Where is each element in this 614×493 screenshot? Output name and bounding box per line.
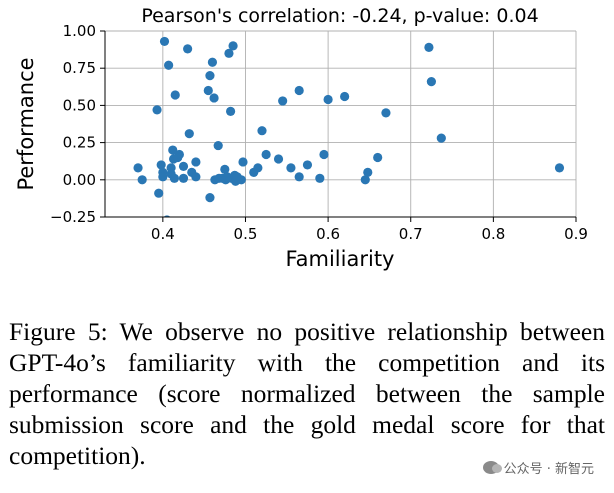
x-tick-label-0: 0.4 [151,225,175,243]
data-point-24 [191,172,201,182]
data-points [133,36,565,217]
data-point-9 [164,60,174,70]
x-tick-label-1: 0.5 [234,225,258,243]
data-point-62 [373,152,383,163]
data-point-14 [169,173,180,183]
data-point-23 [191,157,201,167]
y-tick-label-2: 0.25 [63,134,96,152]
data-point-26 [205,71,215,81]
data-point-58 [323,94,333,105]
data-point-59 [340,91,350,102]
data-point-55 [302,160,313,170]
data-point-1 [137,175,147,185]
data-point-27 [205,193,215,203]
data-point-54 [294,85,304,96]
data-point-20 [183,44,193,54]
data-point-4 [156,160,166,170]
data-point-64 [424,42,434,52]
data-point-38 [226,106,236,116]
y-tick-label-0: −0.25 [50,208,96,226]
data-point-37 [224,48,234,58]
data-point-47 [253,163,263,173]
data-point-61 [363,167,373,177]
grid [105,30,577,218]
data-point-40 [228,41,238,51]
data-point-60 [360,175,370,185]
x-tick-label-4: 0.8 [481,225,505,243]
x-tick-label-2: 0.6 [316,225,340,243]
data-point-52 [286,163,296,173]
data-point-31 [213,140,223,151]
data-point-15 [170,90,180,100]
watermark-text: 公众号 · 新智元 [503,462,594,477]
data-point-57 [319,149,329,160]
data-point-17 [174,149,184,160]
data-point-12 [168,145,178,155]
data-point-56 [315,173,325,183]
y-tick-label-3: 0.50 [63,96,96,114]
data-point-19 [178,161,189,172]
data-point-48 [257,126,267,136]
y-tick-label-5: 1.00 [63,22,96,40]
data-point-18 [178,173,189,183]
wechat-icon [482,461,502,474]
data-point-65 [426,76,436,87]
y-tick-label-4: 0.75 [63,59,96,77]
x-tick-label-3: 0.7 [399,225,423,243]
data-point-50 [273,154,284,164]
chart-title: Pearson's correlation: -0.24, p-value: 0… [141,5,538,27]
figure-caption: Figure 5: We observe no positive relatio… [9,317,605,470]
data-point-25 [203,85,213,96]
data-point-51 [278,96,288,106]
data-point-0 [133,163,143,173]
data-point-34 [220,164,230,174]
data-point-28 [207,57,218,67]
data-point-49 [261,149,271,160]
y-axis-label: Performance [14,57,38,190]
data-point-53 [294,172,304,182]
data-point-2 [152,105,162,115]
y-tick-label-1: 0.00 [63,171,96,189]
data-point-7 [159,36,170,47]
scatter-chart: 0.4 0.5 0.6 0.7 0.8 0.9 −0.25 0.00 0.25 0.50 0.75 1… [14,5,588,271]
data-point-21 [184,129,194,139]
data-point-66 [436,133,446,143]
data-point-45 [238,157,248,167]
data-point-67 [554,163,565,173]
watermark: 公众号 · 新智元 [478,457,598,478]
data-point-6 [158,172,168,182]
data-point-3 [154,188,164,198]
data-point-29 [209,93,219,103]
data-point-44 [236,175,246,185]
x-axis-label: Familiarity [286,247,395,271]
axes: 0.4 0.5 0.6 0.7 0.8 0.9 −0.25 0.00 0.25 0.50 0.75 1… [50,22,588,243]
x-tick-label-5: 0.9 [564,225,588,243]
data-point-63 [381,108,391,118]
